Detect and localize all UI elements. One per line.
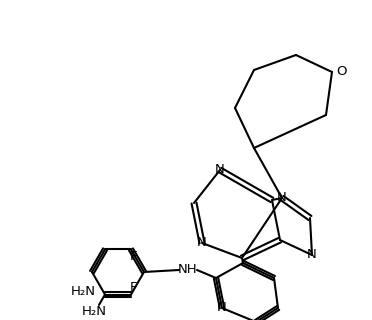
Text: N: N: [197, 236, 207, 250]
Text: F: F: [129, 250, 137, 263]
Text: N: N: [215, 164, 225, 177]
Text: N: N: [307, 249, 317, 261]
Text: NH: NH: [178, 263, 198, 276]
Text: N: N: [277, 191, 287, 204]
Text: H₂N: H₂N: [71, 285, 96, 298]
Text: F: F: [129, 281, 137, 294]
Text: O: O: [337, 66, 347, 78]
Text: N: N: [217, 301, 227, 315]
Text: H₂N: H₂N: [81, 305, 106, 318]
